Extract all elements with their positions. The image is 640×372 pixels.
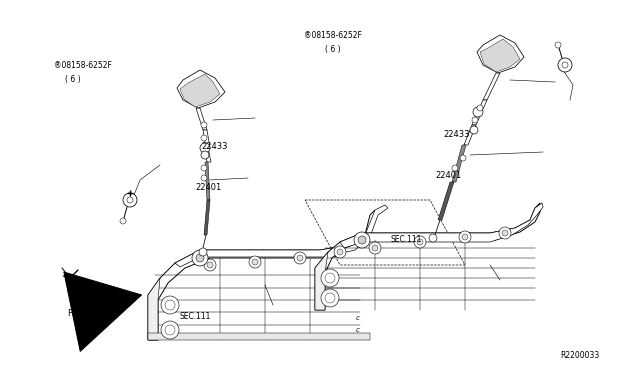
Circle shape [120, 218, 126, 224]
Circle shape [200, 143, 210, 153]
Circle shape [429, 234, 437, 242]
Circle shape [325, 293, 335, 303]
Circle shape [165, 300, 175, 310]
Circle shape [294, 252, 306, 264]
Circle shape [192, 250, 208, 266]
Circle shape [252, 259, 258, 265]
Circle shape [201, 165, 207, 171]
Circle shape [472, 117, 478, 123]
Circle shape [558, 58, 572, 72]
Circle shape [204, 259, 216, 271]
Circle shape [199, 248, 207, 256]
Circle shape [297, 255, 303, 261]
Circle shape [127, 197, 133, 203]
Polygon shape [315, 203, 540, 310]
Polygon shape [472, 100, 487, 125]
Text: 22433: 22433 [444, 130, 470, 139]
Polygon shape [315, 252, 328, 310]
Text: R2200033: R2200033 [560, 351, 599, 360]
Circle shape [201, 175, 207, 181]
Circle shape [460, 155, 466, 161]
Text: SEC.111: SEC.111 [390, 235, 422, 244]
Text: ( 6 ): ( 6 ) [65, 76, 81, 84]
Circle shape [417, 239, 423, 245]
Polygon shape [204, 148, 211, 162]
Circle shape [201, 135, 207, 141]
Circle shape [555, 42, 561, 48]
Text: ®08158-6252F: ®08158-6252F [304, 31, 362, 40]
Circle shape [502, 230, 508, 236]
Circle shape [473, 107, 483, 117]
Polygon shape [205, 162, 210, 200]
Circle shape [459, 231, 471, 243]
Polygon shape [340, 203, 543, 248]
Circle shape [470, 126, 478, 134]
Polygon shape [438, 182, 454, 220]
Circle shape [161, 296, 179, 314]
Circle shape [499, 227, 511, 239]
Circle shape [462, 234, 468, 240]
Polygon shape [148, 278, 160, 340]
Polygon shape [177, 70, 225, 108]
Circle shape [161, 321, 179, 339]
Circle shape [321, 269, 339, 287]
Polygon shape [483, 73, 500, 100]
Text: 22401: 22401 [195, 183, 221, 192]
Circle shape [562, 62, 568, 68]
Circle shape [321, 289, 339, 307]
Circle shape [165, 325, 175, 335]
Circle shape [325, 273, 335, 283]
Circle shape [196, 254, 204, 262]
Text: c: c [356, 315, 360, 321]
Circle shape [334, 246, 346, 258]
Polygon shape [175, 205, 388, 267]
Polygon shape [204, 200, 210, 235]
Circle shape [477, 105, 483, 111]
Circle shape [249, 256, 261, 268]
Circle shape [372, 245, 378, 251]
Text: c: c [356, 327, 360, 333]
Polygon shape [480, 39, 520, 72]
Text: 22401: 22401 [435, 171, 461, 180]
Circle shape [354, 232, 370, 248]
Text: ®08158-6252F: ®08158-6252F [54, 61, 112, 70]
Circle shape [369, 242, 381, 254]
Circle shape [123, 193, 137, 207]
Polygon shape [452, 145, 466, 182]
Polygon shape [464, 125, 476, 145]
Circle shape [414, 236, 426, 248]
Text: SEC.111: SEC.111 [179, 312, 211, 321]
Circle shape [358, 236, 366, 244]
Polygon shape [203, 130, 210, 148]
Circle shape [201, 151, 209, 159]
Polygon shape [180, 74, 220, 107]
Polygon shape [196, 108, 207, 130]
Circle shape [201, 122, 207, 128]
Polygon shape [148, 333, 370, 340]
Circle shape [207, 262, 213, 268]
Text: FRONT: FRONT [67, 309, 96, 318]
Circle shape [452, 165, 458, 171]
Polygon shape [477, 35, 524, 73]
Circle shape [337, 249, 343, 255]
Text: ( 6 ): ( 6 ) [325, 45, 340, 54]
Text: 22433: 22433 [202, 142, 228, 151]
Polygon shape [148, 210, 375, 340]
